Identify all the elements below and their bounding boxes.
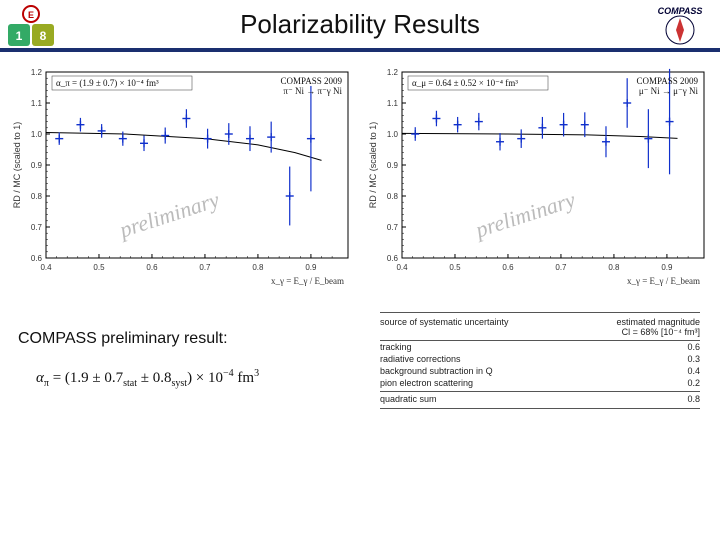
svg-text:0.8: 0.8 (31, 192, 43, 201)
svg-text:0.7: 0.7 (31, 223, 43, 232)
svg-text:0.9: 0.9 (305, 263, 317, 272)
svg-text:1.1: 1.1 (31, 99, 43, 108)
table-row-label: pion electron scattering (380, 378, 473, 388)
table-row: pion electron scattering 0.2 (380, 377, 700, 389)
result-label: COMPASS preliminary result: (18, 330, 228, 348)
svg-text:0.6: 0.6 (502, 263, 514, 272)
svg-text:x_γ = E_γ / E_beam: x_γ = E_γ / E_beam (271, 276, 344, 286)
svg-text:1.0: 1.0 (31, 130, 43, 139)
logo-left-icon: E 1 8 (8, 4, 54, 50)
table-row-value: 0.4 (687, 366, 700, 376)
svg-text:0.7: 0.7 (555, 263, 567, 272)
table-header-col2: estimated magnitudeCl = 68% [10⁻⁴ fm³] (616, 317, 700, 338)
svg-text:1.1: 1.1 (387, 99, 399, 108)
svg-text:0.8: 0.8 (387, 192, 399, 201)
svg-text:RD / MC (scaled to 1): RD / MC (scaled to 1) (368, 122, 378, 209)
charts-row: 0.4 0.5 0.6 0.7 0.8 0.9 0.6 0.7 0.8 0.9 1.0 1.1 1.2 R… (0, 52, 720, 303)
table-row: radiative corrections 0.3 (380, 353, 700, 365)
table-header: source of systematic uncertainty estimat… (380, 315, 700, 341)
svg-text:0.6: 0.6 (31, 254, 43, 263)
chart-pion: 0.4 0.5 0.6 0.7 0.8 0.9 0.6 0.7 0.8 0.9 1.0 1.1 1.2 R… (8, 62, 356, 297)
table-sum-row: quadratic sum 0.8 (380, 391, 700, 405)
svg-text:1.2: 1.2 (31, 68, 43, 77)
svg-text:π⁻ Ni → π⁻γ Ni: π⁻ Ni → π⁻γ Ni (283, 86, 342, 96)
svg-text:x_γ = E_γ / E_beam: x_γ = E_γ / E_beam (627, 276, 700, 286)
result-formula: απ = (1.9 ± 0.7stat ± 0.8syst) × 10−4 fm… (36, 368, 259, 389)
table-row-label: radiative corrections (380, 354, 461, 364)
table-row: background subtraction in Q 0.4 (380, 365, 700, 377)
svg-text:1: 1 (16, 29, 23, 43)
table-header-col1: source of systematic uncertainty (380, 317, 509, 338)
svg-text:0.9: 0.9 (661, 263, 673, 272)
svg-text:α_π = (1.9 ± 0.7) × 10⁻⁴ fm³: α_π = (1.9 ± 0.7) × 10⁻⁴ fm³ (56, 78, 159, 88)
svg-text:1.2: 1.2 (387, 68, 399, 77)
svg-text:0.6: 0.6 (146, 263, 158, 272)
svg-text:0.4: 0.4 (396, 263, 408, 272)
svg-text:0.7: 0.7 (199, 263, 211, 272)
table-row: tracking 0.6 (380, 341, 700, 353)
table-row-value: 0.3 (687, 354, 700, 364)
svg-text:α_μ = 0.64 ± 0.52 × 10⁻⁴ fm³: α_μ = 0.64 ± 0.52 × 10⁻⁴ fm³ (412, 78, 518, 88)
table-sum-value: 0.8 (687, 394, 700, 404)
svg-text:0.4: 0.4 (40, 263, 52, 272)
svg-text:0.8: 0.8 (252, 263, 264, 272)
table-sum-label: quadratic sum (380, 394, 437, 404)
svg-text:COMPASS 2009: COMPASS 2009 (281, 76, 343, 86)
svg-text:RD / MC (scaled to 1): RD / MC (scaled to 1) (12, 122, 22, 209)
systematics-table: source of systematic uncertainty estimat… (380, 312, 700, 411)
svg-text:8: 8 (40, 29, 47, 43)
page-title: Polarizability Results (240, 9, 480, 40)
table-row-value: 0.6 (687, 342, 700, 352)
chart-muon: 0.4 0.5 0.6 0.7 0.8 0.9 0.6 0.7 0.8 0.9 1.0 1.1 1.2 R… (364, 62, 712, 297)
svg-text:0.8: 0.8 (608, 263, 620, 272)
svg-text:E: E (28, 10, 34, 20)
svg-text:0.5: 0.5 (93, 263, 105, 272)
table-row-label: tracking (380, 342, 412, 352)
slide-header: E 1 8 Polarizability Results COMPASS (0, 0, 720, 52)
table-row-label: background subtraction in Q (380, 366, 493, 376)
compass-logo-icon: COMPASS (644, 2, 716, 48)
svg-text:0.7: 0.7 (387, 223, 399, 232)
table-row-value: 0.2 (687, 378, 700, 388)
svg-text:1.0: 1.0 (387, 130, 399, 139)
svg-text:0.5: 0.5 (449, 263, 461, 272)
svg-text:0.6: 0.6 (387, 254, 399, 263)
svg-text:0.9: 0.9 (387, 161, 399, 170)
svg-text:COMPASS: COMPASS (658, 6, 703, 16)
svg-text:0.9: 0.9 (31, 161, 43, 170)
svg-text:μ⁻ Ni → μ⁻γ Ni: μ⁻ Ni → μ⁻γ Ni (639, 86, 699, 96)
svg-text:COMPASS 2009: COMPASS 2009 (637, 76, 699, 86)
